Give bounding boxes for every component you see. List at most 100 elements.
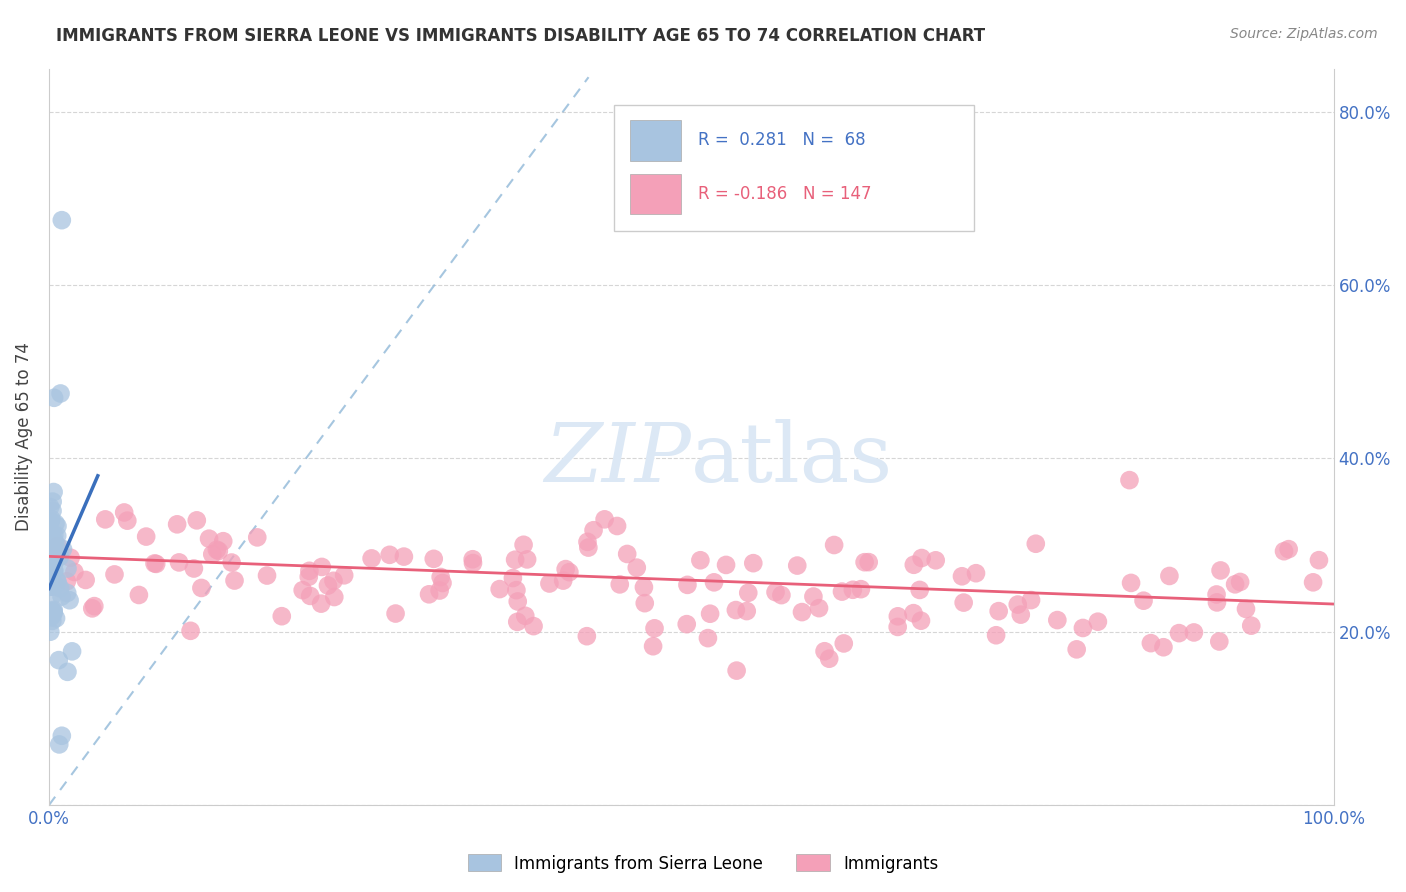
Point [429, 570, 451, 584]
Point [1302, 575, 1324, 590]
Point [205, 542, 228, 557]
Point [41, 494, 63, 508]
Point [46, 529, 69, 543]
Point [724, 603, 747, 617]
Point [1234, 602, 1257, 616]
Point [842, 582, 865, 597]
Point [965, 566, 987, 581]
Point [45, 611, 67, 625]
Point [908, 582, 931, 597]
Point [676, 578, 699, 592]
Point [63, 565, 86, 579]
Point [384, 607, 406, 621]
Point [516, 552, 538, 566]
Text: R = -0.186   N = 147: R = -0.186 N = 147 [697, 185, 872, 202]
Point [42, 558, 65, 572]
Point [554, 562, 576, 576]
Point [432, 576, 454, 591]
Point [42, 533, 65, 547]
Point [1071, 621, 1094, 635]
Point [44, 578, 66, 592]
Point [644, 621, 666, 635]
Point [461, 552, 484, 566]
Point [83, 599, 105, 614]
Point [42, 536, 65, 550]
Point [56, 665, 79, 679]
Point [48, 738, 70, 752]
Point [823, 538, 845, 552]
Point [298, 570, 321, 584]
Point [45, 574, 67, 588]
Point [51, 590, 73, 604]
Point [987, 604, 1010, 618]
Point [689, 553, 711, 567]
Point [643, 639, 665, 653]
Point [42, 485, 65, 500]
Point [849, 582, 872, 596]
Point [887, 609, 910, 624]
Point [44, 516, 66, 531]
Point [1209, 564, 1232, 578]
Point [1205, 587, 1227, 601]
Point [609, 577, 631, 591]
Point [39, 610, 62, 624]
Point [167, 556, 190, 570]
Point [44, 546, 66, 560]
Point [145, 557, 167, 571]
FancyBboxPatch shape [630, 120, 681, 161]
Point [298, 564, 321, 578]
Point [735, 604, 758, 618]
Point [56, 561, 79, 575]
Point [360, 551, 382, 566]
Point [737, 586, 759, 600]
Point [786, 558, 808, 573]
Point [512, 538, 534, 552]
Point [1132, 593, 1154, 607]
Point [593, 512, 616, 526]
Point [675, 617, 697, 632]
Point [208, 544, 231, 558]
Point [506, 615, 529, 629]
Point [378, 548, 401, 562]
Point [41, 580, 63, 594]
Point [1010, 607, 1032, 622]
Point [858, 555, 880, 569]
Point [39, 624, 62, 639]
Point [224, 574, 246, 588]
Point [808, 601, 831, 615]
Point [1046, 613, 1069, 627]
Point [488, 582, 510, 596]
Point [82, 601, 104, 615]
Point [44, 535, 66, 549]
Point [41, 512, 63, 526]
Point [1272, 544, 1295, 558]
Point [1240, 618, 1263, 632]
Point [323, 590, 346, 604]
Point [46, 519, 69, 533]
Point [1206, 595, 1229, 609]
Point [316, 578, 339, 592]
Point [103, 567, 125, 582]
Point [256, 568, 278, 582]
Point [270, 609, 292, 624]
Point [553, 574, 575, 588]
Point [1152, 640, 1174, 655]
Point [180, 624, 202, 638]
Point [48, 549, 70, 564]
Point [52, 542, 75, 557]
Point [41, 504, 63, 518]
Text: atlas: atlas [692, 419, 893, 499]
Point [333, 568, 356, 582]
Point [950, 569, 973, 583]
Point [1007, 598, 1029, 612]
Point [418, 587, 440, 601]
Point [853, 555, 876, 569]
Point [606, 519, 628, 533]
Point [42, 391, 65, 405]
Point [1168, 626, 1191, 640]
Point [1019, 593, 1042, 607]
Point [42, 607, 65, 622]
Point [903, 606, 925, 620]
Point [461, 556, 484, 570]
Text: ZIP: ZIP [544, 419, 692, 499]
